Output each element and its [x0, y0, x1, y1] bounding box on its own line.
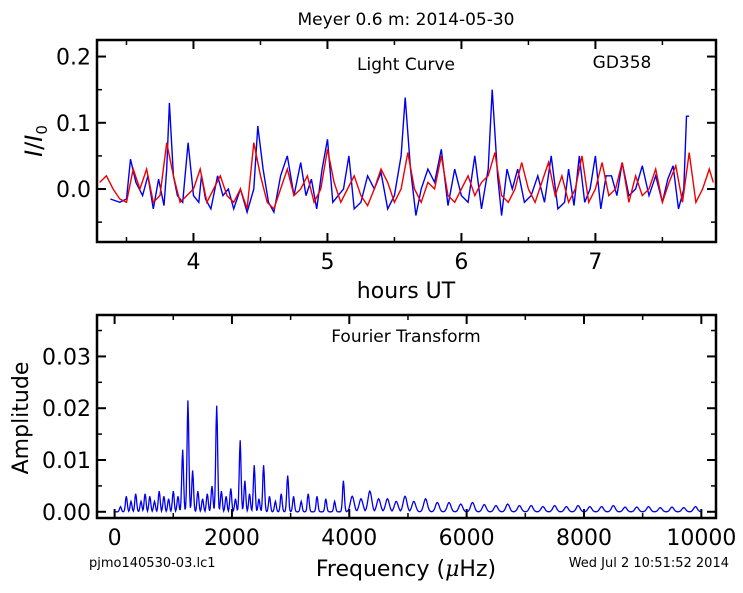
light-curve-lines	[99, 89, 714, 216]
fourier-ytick-label: 0.01	[42, 449, 91, 474]
figure-title: Meyer 0.6 m: 2014-05-30	[298, 10, 515, 30]
fourier-xlabel-unit: Hz)	[459, 557, 496, 582]
fourier-xtick-label: 2000	[204, 526, 260, 551]
fourier-xtick-label: 0	[108, 526, 122, 551]
fourier-xlabel-main: Frequency (	[316, 557, 445, 582]
light-curve-title: Light Curve	[357, 55, 455, 75]
light-curve-ytick-label: 0.1	[56, 112, 91, 137]
light-curve-ytick-label: 0.2	[56, 46, 91, 71]
light-curve-xtick-label: 7	[588, 250, 602, 275]
ylabel-slash: /	[20, 141, 48, 150]
ylabel-subscript: 0	[33, 125, 51, 135]
light-curve-xtick-label: 4	[186, 250, 200, 275]
light-curve-xtick-label: 5	[320, 250, 334, 275]
fourier-series-line	[114, 400, 702, 514]
star-label: GD358	[593, 53, 652, 73]
fourier-xtick-label: 8000	[556, 526, 612, 551]
footer-filename: pjmo140530-03.lc1	[89, 556, 216, 571]
fourier-ytick-label: 0.00	[42, 501, 91, 526]
light-curve-ticks: 4 5 6 7 0.0 0.1 0.2	[56, 40, 716, 275]
light-curve-frame	[95, 38, 718, 244]
fourier-xlabel-mu: μ	[445, 557, 459, 582]
fourier-line	[114, 400, 702, 514]
fourier-xtick-label: 10000	[666, 526, 736, 551]
fourier-title: Fourier Transform	[331, 327, 480, 347]
light-curve-xlabel: hours UT	[357, 279, 456, 304]
fourier-panel: 0 2000 4000 6000 8000 10000 0.00 0.01 0.02 0.03 F…	[9, 313, 736, 582]
ylabel-i: I	[20, 150, 48, 157]
fourier-frame	[95, 313, 718, 520]
observed-series-line	[110, 89, 690, 216]
fourier-ytick-label: 0.03	[42, 345, 91, 370]
fourier-ticks: 0 2000 4000 6000 8000 10000 0.00 0.01 0.02 0.03	[42, 315, 736, 551]
fourier-ylabel: Amplitude	[9, 362, 34, 475]
fourier-xtick-label: 4000	[321, 526, 377, 551]
light-curve-panel: 4 5 6 7 0.0 0.1 0.2 Light Curve GD358 hours UT…	[20, 38, 718, 304]
light-curve-ylabel: I/I0	[20, 125, 51, 157]
fourier-ytick-label: 0.02	[42, 397, 91, 422]
model-series-line	[99, 142, 714, 211]
footer-timestamp: Wed Jul 2 10:51:52 2014	[569, 556, 729, 571]
ylabel-i0: I	[20, 135, 48, 142]
fourier-xtick-label: 6000	[439, 526, 495, 551]
light-curve-ytick-label: 0.0	[56, 178, 91, 203]
fourier-xlabel: Frequency (μHz)	[316, 557, 496, 582]
light-curve-xtick-label: 6	[454, 250, 468, 275]
